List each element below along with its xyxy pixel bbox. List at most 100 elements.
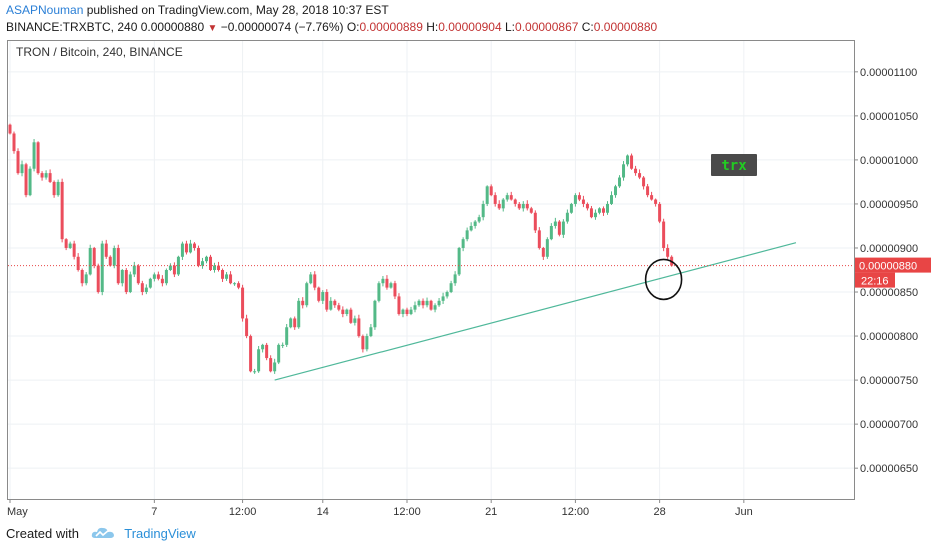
- y-tick-label: 0.00000850: [860, 287, 918, 299]
- candle-body: [513, 199, 517, 204]
- candle-body: [8, 124, 12, 134]
- candle-body: [132, 265, 136, 275]
- candle-body: [654, 199, 658, 204]
- candle-body: [309, 274, 313, 284]
- candle-body: [164, 270, 168, 284]
- candle-body: [429, 300, 433, 310]
- candle-body: [253, 371, 257, 373]
- candle-body: [56, 181, 60, 196]
- candle-body: [541, 247, 545, 257]
- candle-body: [144, 287, 148, 293]
- candle-body: [136, 265, 140, 284]
- candle-body: [373, 300, 377, 328]
- candle-body: [666, 247, 670, 257]
- annotation-label[interactable]: trx: [711, 154, 757, 176]
- y-tick-label: 0.00000750: [860, 375, 918, 387]
- candle-body: [116, 247, 120, 284]
- candle-body: [88, 247, 92, 275]
- created-with-label: Created with: [6, 526, 79, 541]
- candle-body: [76, 256, 80, 270]
- close-label: C:: [581, 20, 594, 34]
- countdown-tag-text: 22:16: [861, 276, 889, 288]
- candle-body: [485, 186, 489, 204]
- candle-body: [589, 208, 593, 218]
- y-tick-label: 0.00001100: [860, 67, 917, 79]
- candle-body: [32, 142, 36, 169]
- candle-body: [557, 221, 561, 235]
- candle-body: [289, 318, 293, 328]
- candle-body: [321, 292, 325, 301]
- annotation-box: [711, 154, 757, 176]
- candle-body: [389, 283, 393, 288]
- candles: [8, 123, 674, 374]
- circle-marker[interactable]: [644, 258, 683, 301]
- candle-body: [12, 133, 16, 152]
- candle-body: [184, 243, 188, 253]
- chart-frame[interactable]: [7, 40, 855, 500]
- candle-body: [437, 300, 441, 306]
- candle-body: [249, 336, 253, 372]
- candle-body: [108, 256, 112, 266]
- candle-body: [176, 256, 180, 275]
- candle-body: [341, 309, 345, 315]
- candle-body: [273, 362, 277, 372]
- last-price-tag: 0.00000880 22:16: [855, 257, 931, 288]
- candle-body: [229, 274, 233, 284]
- candle-body: [646, 186, 650, 196]
- candle-body: [329, 300, 333, 310]
- candle-body: [200, 261, 204, 266]
- candle-body: [180, 243, 184, 257]
- candle-body: [44, 173, 48, 178]
- candle-body: [188, 243, 192, 253]
- candle-body: [385, 278, 389, 288]
- candle-body: [305, 283, 309, 306]
- y-axis: 0.00000650 0.00000700 0.00000750 0.00000800…: [854, 67, 918, 475]
- candle-body: [561, 221, 565, 235]
- candle-body: [217, 265, 221, 270]
- candlestick-chart[interactable]: 0.00000650 0.00000700 0.00000750 0.00000800…: [0, 0, 932, 525]
- candle-body: [425, 300, 429, 306]
- trendline[interactable]: [274, 242, 797, 381]
- candle-body: [281, 344, 285, 346]
- candle-body: [301, 300, 305, 306]
- down-arrow-icon: ▼: [207, 23, 218, 34]
- candle-body: [128, 274, 132, 293]
- candle-body: [638, 173, 642, 178]
- candle-body: [72, 243, 76, 257]
- x-tick-label: 7: [151, 506, 157, 518]
- candle-body: [285, 327, 289, 345]
- candle-body: [577, 195, 581, 200]
- candle-body: [505, 195, 509, 200]
- ohlc-line: BINANCE:TRXBTC, 240 0.00000880 ▼ −0.0000…: [6, 20, 657, 34]
- candle-body: [140, 283, 144, 293]
- candle-body: [261, 344, 265, 350]
- candle-body: [36, 142, 40, 174]
- tradingview-brand[interactable]: TradingView: [124, 526, 196, 541]
- candle-body: [630, 155, 634, 169]
- author-link[interactable]: ASAPNouman: [6, 3, 84, 17]
- candle-body: [357, 318, 361, 337]
- candle-body: [529, 208, 533, 213]
- candle-body: [64, 239, 68, 248]
- candle-body: [413, 305, 417, 310]
- candle-body: [545, 239, 549, 257]
- candle-body: [662, 221, 666, 248]
- candle-body: [597, 208, 601, 213]
- candle-body: [209, 256, 212, 270]
- candle-body: [381, 278, 385, 284]
- candle-body: [409, 309, 413, 315]
- candle-body: [269, 358, 273, 372]
- candle-body: [156, 274, 160, 279]
- candle-body: [473, 221, 477, 226]
- candle-body: [297, 300, 301, 328]
- candle-body: [533, 212, 537, 231]
- candle-body: [453, 274, 457, 284]
- candle-body: [517, 203, 521, 209]
- candle-body: [48, 173, 52, 182]
- close-value: 0.00000880: [593, 20, 658, 34]
- annotation-text: trx: [721, 158, 747, 174]
- candle-body: [565, 212, 569, 222]
- candle-body: [397, 296, 401, 315]
- candle-body: [20, 164, 24, 174]
- candle-body: [549, 225, 553, 240]
